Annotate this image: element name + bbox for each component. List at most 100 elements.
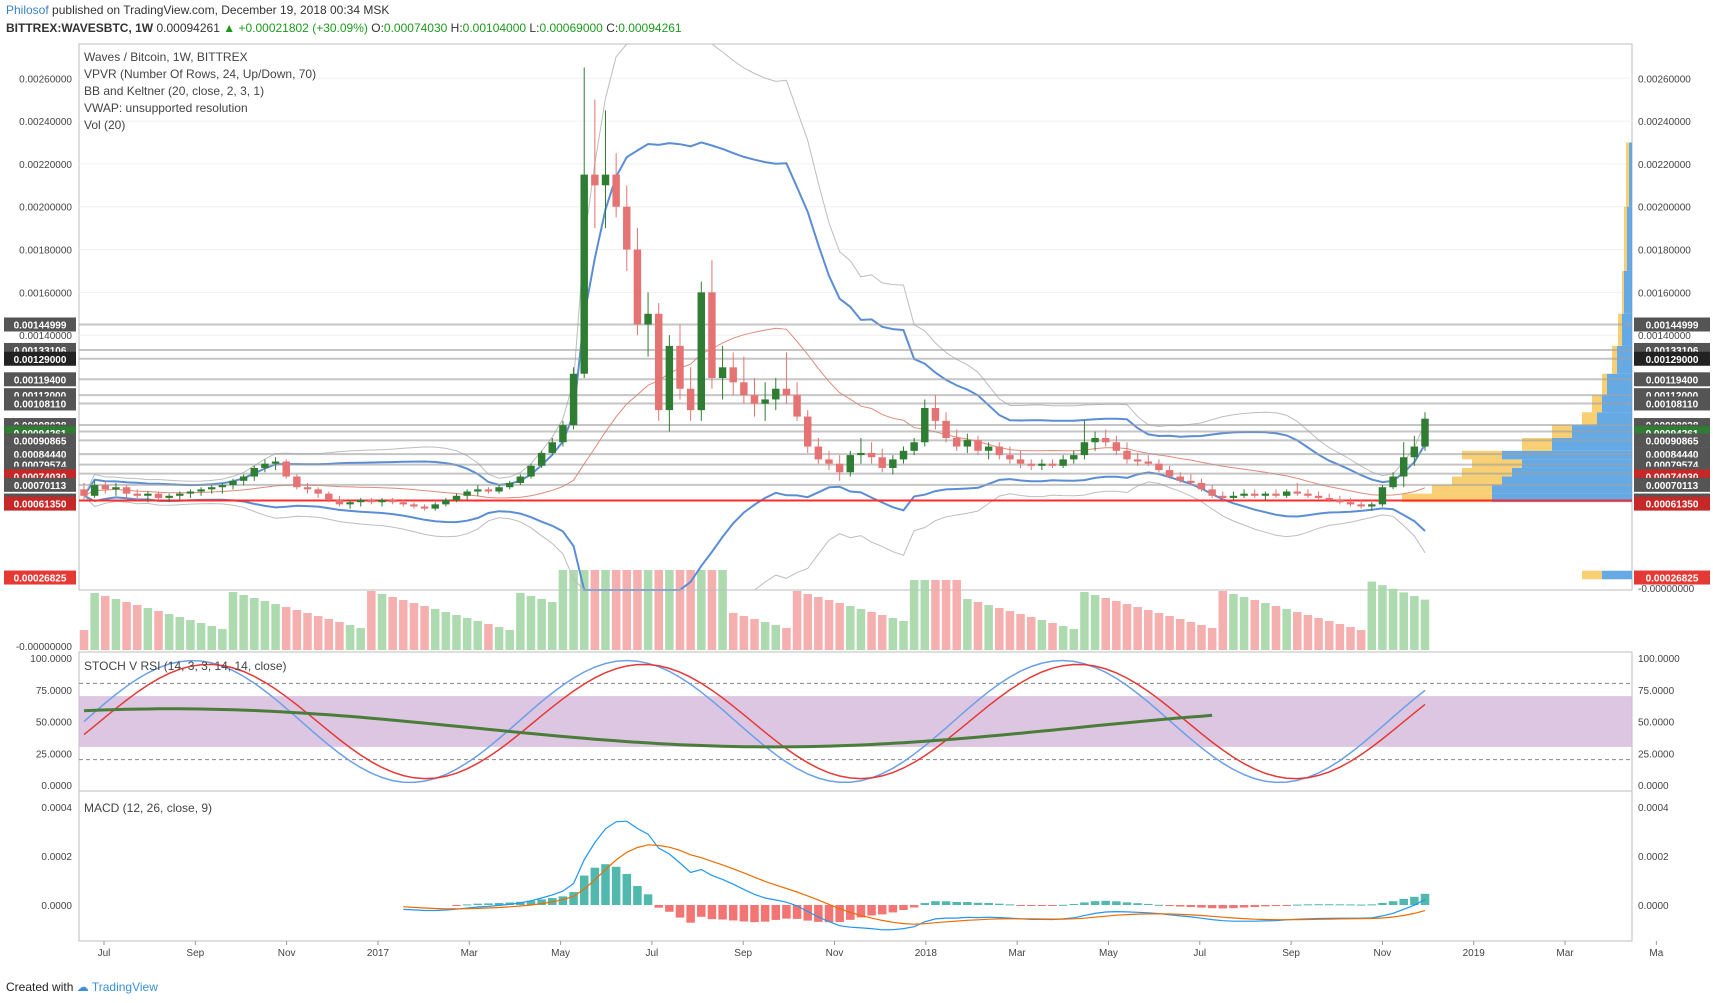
- price-tag: 0.00144999: [1646, 320, 1699, 331]
- candle-body: [686, 388, 695, 411]
- volume-bar: [558, 570, 568, 650]
- axes: Jul Sep Nov 2017 Mar May Jul Sep Nov 2018 Mar May Ju…: [16, 74, 1680, 959]
- macd-hist: [611, 866, 621, 905]
- vpvr-down: [1582, 412, 1597, 426]
- volume-bar: [1378, 585, 1387, 650]
- legend-vol: Vol (20): [84, 118, 125, 132]
- vpvr-down: [1462, 467, 1512, 477]
- macd-hist: [1207, 905, 1217, 909]
- volume-bar: [654, 570, 663, 650]
- volume-bar: [399, 600, 408, 650]
- chart-canvas[interactable]: Jul Sep Nov 2017 Mar May Jul Sep Nov 2018 Mar May Ju…: [0, 0, 1713, 975]
- candle-body: [335, 500, 344, 505]
- macd-hist: [931, 901, 940, 905]
- volume-bar: [1175, 619, 1185, 650]
- vpvr-down: [1618, 313, 1622, 346]
- candle-body: [80, 489, 88, 496]
- price-tag: 0.00070113: [1646, 481, 1699, 492]
- vpvr-down: [1452, 476, 1502, 486]
- macd-hist: [803, 905, 812, 921]
- candle-body: [229, 480, 237, 486]
- price-tick-right: 0.00140000: [1638, 331, 1691, 342]
- vpvr-up: [1512, 467, 1632, 477]
- macd-hist: [697, 905, 706, 917]
- volume-bar: [750, 619, 759, 650]
- candle-body: [1080, 442, 1089, 456]
- candle-body: [1197, 482, 1206, 490]
- vpvr-down: [1602, 373, 1607, 396]
- publish-info: Philosof published on TradingView.com, D…: [6, 3, 389, 17]
- price-tag-left-bg: [4, 351, 76, 366]
- symbol-name: BITTREX:WAVESBTC, 1W: [6, 21, 154, 35]
- price-pane[interactable]: [78, 43, 1633, 591]
- volume-bar: [931, 580, 940, 650]
- author-link[interactable]: Philosof: [6, 3, 49, 17]
- legend-bb: BB and Keltner (20, close, 2, 3, 1): [84, 84, 264, 98]
- x-tick-label: Sep: [186, 948, 204, 959]
- volume-bar: [430, 609, 440, 650]
- macd-pane[interactable]: [78, 790, 1633, 942]
- volume-bar: [345, 625, 355, 650]
- candle-body: [825, 459, 833, 464]
- bb-lower: [83, 471, 1426, 591]
- candle-body: [197, 489, 205, 492]
- candle-body: [665, 345, 674, 411]
- macd-hist: [782, 905, 791, 919]
- candle-body: [782, 388, 791, 396]
- y-tick-label-left: -0.00000000: [16, 642, 73, 653]
- price-tick-right: 0.00220000: [1638, 160, 1691, 171]
- vpvr-down: [1582, 570, 1602, 580]
- x-tick-label: 2018: [915, 948, 938, 959]
- horizontal-levels: [79, 323, 1632, 502]
- macd-tick-left: 0.0000: [41, 901, 72, 912]
- stoch-k: [83, 659, 1426, 784]
- macd-hist: [952, 902, 961, 905]
- x-tick-label: Nov: [278, 948, 296, 959]
- macd-hist: [1048, 905, 1057, 906]
- candle-body: [442, 500, 450, 505]
- volume-bar: [771, 625, 781, 650]
- published-text: published on TradingView.com, December 1…: [52, 3, 390, 17]
- candle-body: [452, 495, 461, 501]
- vpvr-up: [1622, 313, 1632, 346]
- price-tick-right: 0.00240000: [1638, 117, 1691, 128]
- macd-hist: [622, 873, 632, 905]
- candle-body: [399, 502, 408, 505]
- bb3-lower: [83, 481, 1426, 591]
- tradingview-logo-icon[interactable]: ☁: [76, 980, 89, 994]
- macd-hist: [1346, 904, 1355, 906]
- macd-hist: [750, 905, 759, 923]
- candle-body: [1314, 495, 1323, 498]
- volume-bar: [1410, 596, 1419, 650]
- volume-bar: [760, 622, 770, 650]
- candle-body: [1240, 493, 1248, 496]
- volume-bar: [909, 580, 919, 650]
- candle-body: [1027, 463, 1035, 466]
- tradingview-link[interactable]: TradingView: [91, 980, 158, 994]
- macd-line: [403, 820, 1426, 931]
- macd-hist: [579, 875, 589, 905]
- candle-body: [580, 174, 588, 374]
- macd-hist: [920, 903, 930, 905]
- price-tag-bg: [1634, 372, 1710, 387]
- candle-body: [527, 465, 535, 477]
- volume-bar: [941, 580, 951, 650]
- macd-tick-left: 0.0002: [41, 852, 72, 863]
- candle-body: [1048, 463, 1057, 466]
- volume-bar: [186, 620, 195, 650]
- macd-hist: [643, 894, 653, 905]
- macd-hist: [1378, 902, 1387, 905]
- candle-body: [537, 452, 546, 466]
- candle-body: [293, 476, 301, 488]
- macd-hist: [888, 905, 898, 913]
- volume-bar: [601, 570, 610, 650]
- candle-body: [1389, 476, 1397, 488]
- candle-body: [282, 461, 290, 477]
- price-tag-left-bg: [4, 477, 76, 492]
- macd-hist: [867, 905, 876, 916]
- candle-body: [1399, 457, 1408, 477]
- price-tick-right: 0.00200000: [1638, 203, 1691, 214]
- candle-body: [101, 485, 110, 490]
- price-tag-left: 0.00108110: [14, 399, 67, 410]
- vpvr-up: [1597, 412, 1632, 426]
